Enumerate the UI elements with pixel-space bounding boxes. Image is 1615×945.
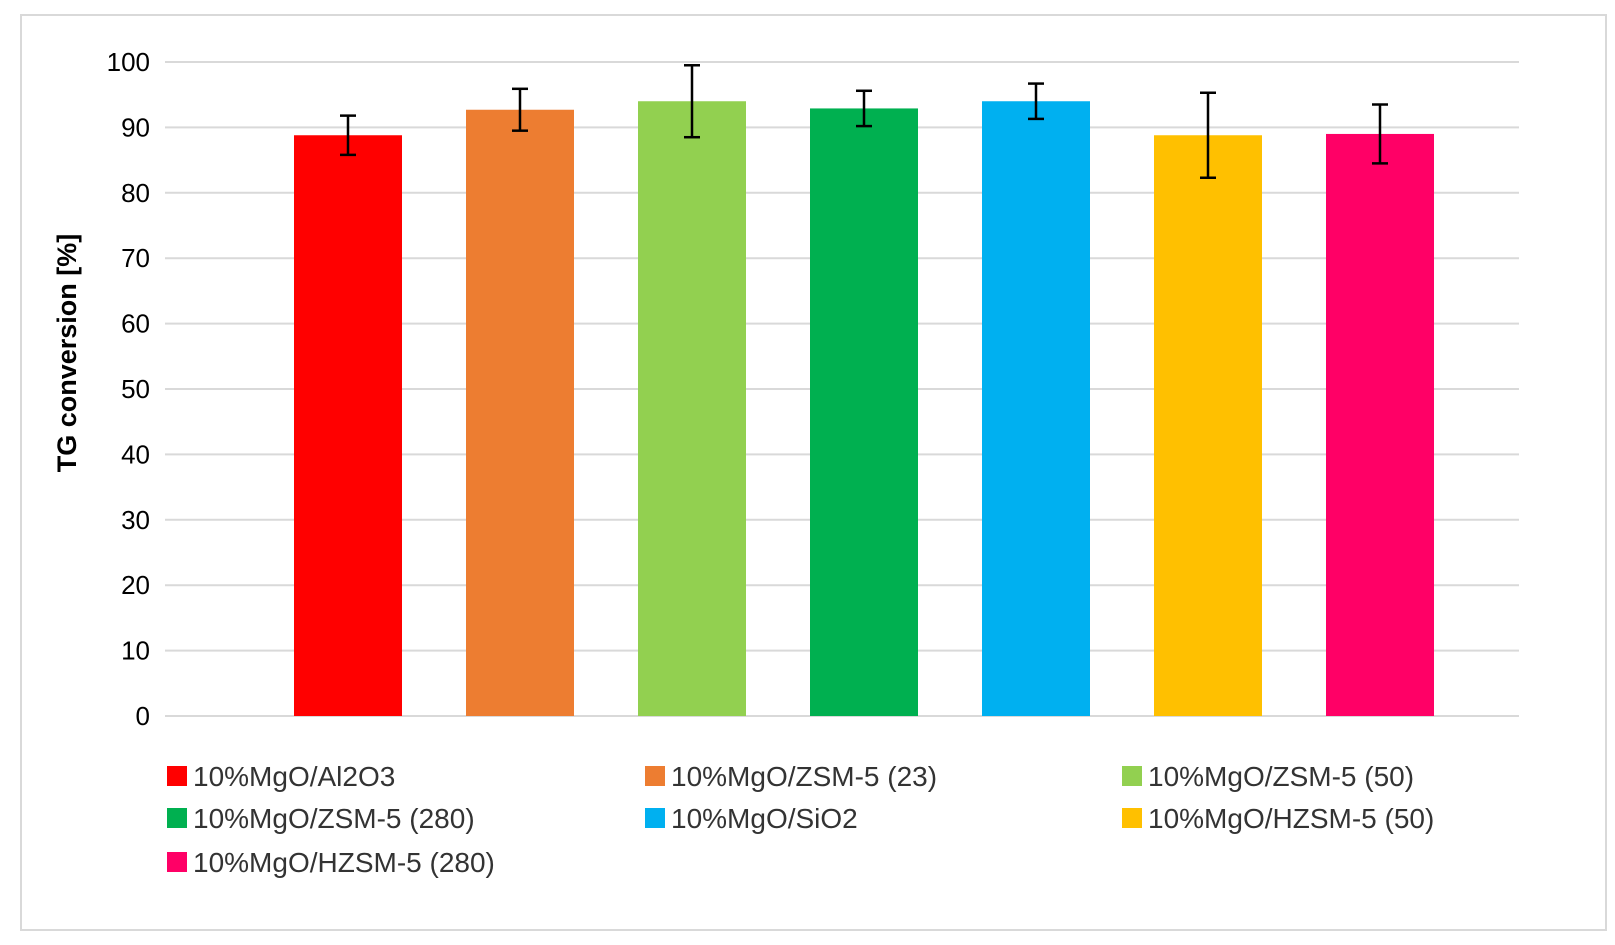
y-tick-label: 60 (121, 309, 150, 339)
y-tick-label: 50 (121, 374, 150, 404)
error-bar (856, 89, 872, 128)
legend-label: 10%MgO/ZSM-5 (50) (1148, 761, 1414, 792)
legend-swatch (167, 852, 187, 872)
y-tick-label: 0 (136, 701, 150, 731)
legend-swatch (167, 808, 187, 828)
legend-label: 10%MgO/HZSM-5 (280) (193, 847, 495, 878)
error-bar (1372, 103, 1388, 165)
error-bar (1028, 82, 1044, 121)
legend-label: 10%MgO/SiO2 (671, 803, 858, 834)
legend-item: 10%MgO/ZSM-5 (23) (645, 761, 937, 792)
legend-label: 10%MgO/HZSM-5 (50) (1148, 803, 1434, 834)
error-bar (684, 64, 700, 139)
legend-label: 10%MgO/ZSM-5 (280) (193, 803, 475, 834)
legend-swatch (645, 766, 665, 786)
legend-item: 10%MgO/Al2O3 (167, 761, 395, 792)
legend: 10%MgO/Al2O3 10%MgO/ZSM-5 (23) 10%MgO/ZSM-… (167, 761, 1434, 878)
y-axis-title: TG conversion [%] (52, 234, 82, 473)
chart-frame: 0 10 20 30 40 50 60 70 80 90 100 TG conversion [%]… (20, 14, 1607, 931)
legend-swatch (167, 766, 187, 786)
y-tick-label: 10 (121, 636, 150, 666)
y-tick-label: 100 (107, 47, 150, 77)
error-bar (512, 87, 528, 132)
bar (466, 109, 574, 716)
legend-item: 10%MgO/SiO2 (645, 803, 858, 834)
bar (294, 135, 402, 717)
legend-swatch (1122, 766, 1142, 786)
bar (638, 101, 746, 717)
legend-swatch (1122, 808, 1142, 828)
bar (982, 101, 1090, 717)
y-tick-label: 70 (121, 243, 150, 273)
legend-label: 10%MgO/Al2O3 (193, 761, 395, 792)
bar (810, 108, 918, 716)
legend-item: 10%MgO/ZSM-5 (50) (1122, 761, 1414, 792)
bar (1326, 133, 1434, 716)
y-tick-labels: 0 10 20 30 40 50 60 70 80 90 100 (107, 47, 150, 731)
y-tick-label: 40 (121, 439, 150, 469)
error-bar (340, 114, 356, 157)
chart-svg: 0 10 20 30 40 50 60 70 80 90 100 TG conversion [%]… (52, 47, 1519, 878)
error-bar (1200, 91, 1216, 180)
legend-label: 10%MgO/ZSM-5 (23) (671, 761, 937, 792)
bar (1154, 135, 1262, 717)
y-tick-label: 20 (121, 570, 150, 600)
y-tick-label: 80 (121, 178, 150, 208)
y-tick-label: 30 (121, 505, 150, 535)
bars (294, 101, 1434, 717)
error-bars (340, 64, 1388, 180)
y-tick-label: 90 (121, 112, 150, 142)
legend-item: 10%MgO/HZSM-5 (50) (1122, 803, 1434, 834)
legend-item: 10%MgO/ZSM-5 (280) (167, 803, 475, 834)
legend-item: 10%MgO/HZSM-5 (280) (167, 847, 495, 878)
legend-swatch (645, 808, 665, 828)
